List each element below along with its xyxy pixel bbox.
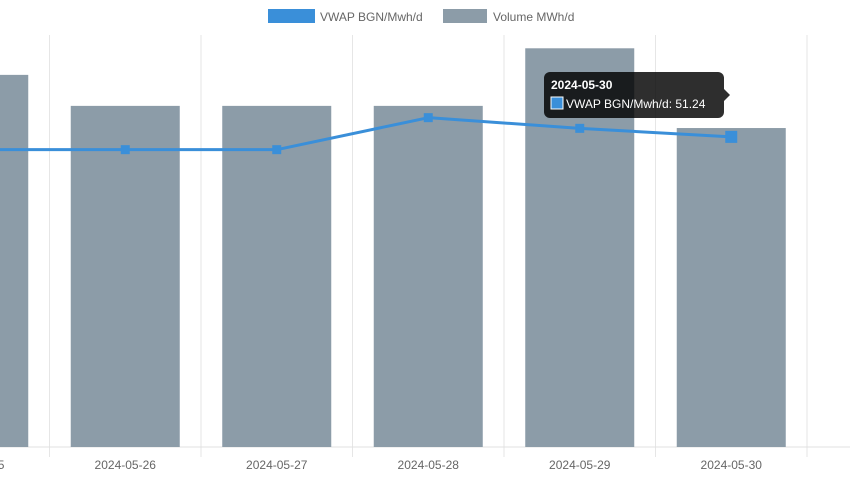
legend-label-vwap: VWAP BGN/Mwh/d <box>320 10 423 24</box>
volume-bar[interactable] <box>373 105 483 448</box>
legend-item-vwap[interactable]: VWAP BGN/Mwh/d <box>268 9 423 24</box>
x-tick-label: 2024-05-30 <box>701 458 763 472</box>
x-tick-label: 2024-05-26 <box>95 458 157 472</box>
tooltip-label: VWAP BGN/Mwh/d: 51.24 <box>566 97 706 111</box>
tooltip-box <box>544 72 724 118</box>
line-layer <box>0 113 738 155</box>
legend-label-volume: Volume MWh/d <box>493 10 574 24</box>
volume-bar[interactable] <box>222 105 332 448</box>
x-tick-label: 2024-05-25 <box>0 458 5 472</box>
legend-swatch-volume <box>443 9 487 23</box>
vwap-point[interactable] <box>725 130 738 143</box>
bar-layer <box>0 48 786 448</box>
volume-bar[interactable] <box>676 128 786 447</box>
vwap-point[interactable] <box>120 145 130 155</box>
vwap-point[interactable] <box>575 123 585 133</box>
x-axis: 2024-05-25 2024-05-26 2024-05-27 2024-05-28… <box>0 458 762 472</box>
tooltip: 2024-05-30 VWAP BGN/Mwh/d: 51.24 <box>544 72 730 118</box>
x-tick-label: 2024-05-27 <box>246 458 308 472</box>
vwap-point[interactable] <box>423 113 433 123</box>
vwap-point[interactable] <box>272 145 282 155</box>
tooltip-title: 2024-05-30 <box>551 78 613 92</box>
x-tick-label: 2024-05-28 <box>398 458 460 472</box>
tooltip-swatch <box>550 96 564 110</box>
tooltip-caret <box>724 89 730 101</box>
legend-item-volume[interactable]: Volume MWh/d <box>443 9 574 24</box>
x-tick-label: 2024-05-29 <box>549 458 611 472</box>
legend-swatch-vwap <box>268 9 315 23</box>
volume-bar[interactable] <box>0 74 29 447</box>
legend[interactable]: VWAP BGN/Mwh/d Volume MWh/d <box>268 9 574 24</box>
volume-bar[interactable] <box>70 105 180 448</box>
